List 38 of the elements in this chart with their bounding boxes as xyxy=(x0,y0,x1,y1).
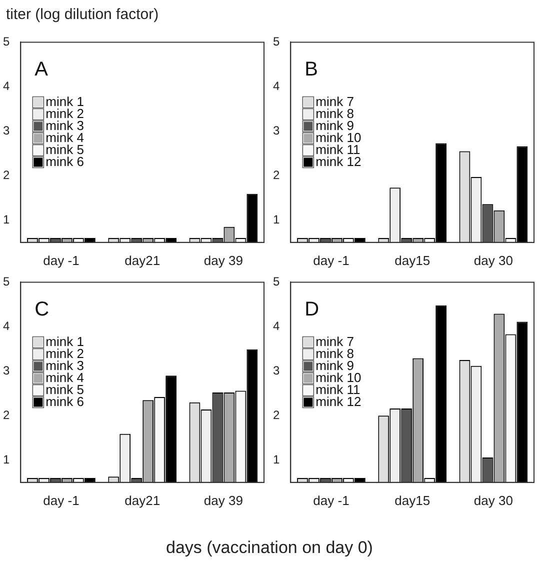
x-tick-label: day -1 xyxy=(43,492,80,508)
y-tick-label: 1 xyxy=(2,452,10,466)
y-tick-label: 5 xyxy=(272,274,280,289)
x-tick-label: day 39 xyxy=(204,252,243,268)
y-tick-label: 5 xyxy=(2,34,10,49)
x-tick-label: day21 xyxy=(124,252,160,268)
x-tick-label: day -1 xyxy=(313,252,350,268)
x-axis-title: days (vaccination on day 0) xyxy=(165,538,374,558)
y-tick-label: 5 xyxy=(272,34,280,49)
x-tick-label: day 30 xyxy=(474,492,513,508)
y-tick-label: 3 xyxy=(272,123,280,138)
x-tick-label: day -1 xyxy=(313,492,350,508)
x-tick-label: day -1 xyxy=(43,252,80,268)
x-tick-label: day15 xyxy=(394,492,430,508)
y-tick-label: 5 xyxy=(2,274,10,289)
y-tick-label: 4 xyxy=(2,319,10,333)
y-tick-label: 3 xyxy=(2,363,10,378)
y-tick-label: 2 xyxy=(272,168,280,182)
y-tick-label: 3 xyxy=(272,363,280,378)
y-tick-label: 1 xyxy=(272,212,280,226)
text: D xyxy=(304,298,320,321)
y-tick-label: 3 xyxy=(2,123,10,138)
x-tick-label: day21 xyxy=(124,492,160,508)
x-tick-label: day 39 xyxy=(204,492,243,508)
y-tick-label: 4 xyxy=(272,319,280,333)
y-tick-label: 1 xyxy=(272,452,280,466)
y-tick-label: 1 xyxy=(2,212,10,226)
y-tick-label: 2 xyxy=(2,408,10,422)
text: C xyxy=(34,298,50,321)
y-tick-label: 4 xyxy=(2,79,10,93)
x-tick-label: day15 xyxy=(394,252,430,268)
text: A xyxy=(34,58,49,81)
text: B xyxy=(304,58,318,81)
y-tick-label: 4 xyxy=(272,79,280,93)
x-tick-label: day 30 xyxy=(474,252,513,268)
y-axis-title: titer (log dilution factor) xyxy=(6,6,159,23)
y-tick-label: 2 xyxy=(272,408,280,422)
y-tick-label: 2 xyxy=(2,168,10,182)
